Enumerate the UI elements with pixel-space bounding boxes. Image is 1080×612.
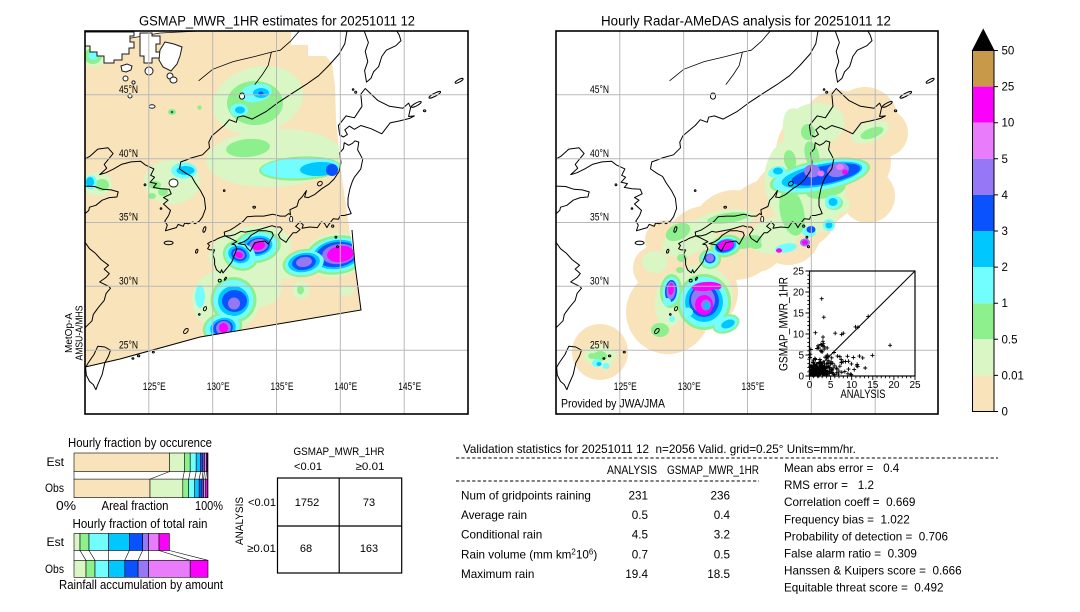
svg-text:0.5: 0.5: [1002, 334, 1018, 346]
svg-text:0%: 0%: [56, 498, 76, 513]
svg-text:Maximum rain: Maximum rain: [461, 568, 534, 581]
svg-text:GSMAP_MWR_1HR: GSMAP_MWR_1HR: [779, 277, 791, 371]
svg-text:145°E: 145°E: [398, 381, 421, 393]
svg-text:25°N: 25°N: [590, 339, 609, 351]
svg-text:Hourly fraction of total rain: Hourly fraction of total rain: [73, 516, 208, 531]
svg-text:35°N: 35°N: [119, 212, 138, 224]
svg-text:GSMAP_MWR_1HR estimates for 20: GSMAP_MWR_1HR estimates for 20251011 12: [139, 14, 415, 30]
svg-text:0: 0: [807, 380, 813, 391]
svg-text:Validation statistics for 2025: Validation statistics for 20251011 12 n=…: [463, 443, 856, 456]
svg-text:AMSU-A/MHS: AMSU-A/MHS: [75, 305, 86, 360]
svg-text:19.4: 19.4: [625, 568, 648, 581]
svg-text:0.5: 0.5: [632, 509, 649, 522]
svg-text:ANALYSIS: ANALYSIS: [607, 464, 657, 477]
svg-text:4: 4: [1002, 190, 1009, 202]
svg-text:≥0.01: ≥0.01: [247, 543, 276, 555]
svg-text:0: 0: [798, 372, 804, 383]
svg-text:0.5: 0.5: [714, 548, 731, 561]
svg-text:<0.01: <0.01: [294, 461, 322, 473]
svg-text:50: 50: [1002, 46, 1015, 58]
svg-text:163: 163: [360, 543, 378, 555]
svg-text:15: 15: [793, 309, 805, 320]
svg-text:68: 68: [300, 543, 312, 555]
svg-text:10: 10: [793, 330, 805, 341]
svg-text:Obs: Obs: [45, 481, 64, 495]
svg-text:1: 1: [1002, 298, 1008, 310]
svg-text:GSMAP_MWR_1HR: GSMAP_MWR_1HR: [667, 464, 759, 477]
svg-text:Rainfall accumulation by amoun: Rainfall accumulation by amount: [59, 577, 223, 592]
svg-text:Equitable threat score = 0.49: Equitable threat score = 0.492: [784, 582, 944, 595]
svg-text:18.5: 18.5: [707, 568, 730, 581]
svg-text:ANALYSIS: ANALYSIS: [234, 497, 246, 545]
svg-text:231: 231: [628, 490, 648, 503]
svg-text:5: 5: [798, 351, 804, 362]
svg-text:0.7: 0.7: [632, 548, 648, 561]
svg-text:45°N: 45°N: [590, 84, 609, 96]
svg-text:130°E: 130°E: [207, 381, 230, 393]
svg-text:Correlation coeff = 0.669: Correlation coeff = 0.669: [784, 496, 915, 509]
svg-text:ANALYSIS: ANALYSIS: [841, 389, 886, 401]
svg-text:Conditional rain: Conditional rain: [461, 529, 542, 542]
svg-text:4.5: 4.5: [632, 529, 649, 542]
svg-text:30°N: 30°N: [590, 276, 609, 288]
svg-text:Provided by JWA/JMA: Provided by JWA/JMA: [561, 397, 665, 411]
svg-text:Probability of detection = 0.: Probability of detection = 0.706: [784, 530, 948, 543]
svg-text:35°N: 35°N: [590, 212, 609, 224]
svg-text:RMS error = 1.2: RMS error = 1.2: [784, 479, 874, 492]
svg-text:Frequency bias = 1.022: Frequency bias = 1.022: [784, 513, 910, 526]
svg-text:3.2: 3.2: [714, 529, 730, 542]
svg-text:100%: 100%: [195, 498, 223, 513]
svg-text:0.01: 0.01: [1002, 370, 1024, 382]
svg-text:Est: Est: [47, 455, 65, 469]
svg-text:25: 25: [909, 380, 921, 391]
svg-text:135°E: 135°E: [742, 381, 765, 393]
svg-text:30°N: 30°N: [119, 276, 138, 288]
svg-text:10: 10: [1002, 118, 1015, 130]
svg-text:140°E: 140°E: [334, 381, 357, 393]
svg-text:15: 15: [867, 380, 879, 391]
svg-text:MetOp-A: MetOp-A: [64, 313, 75, 353]
svg-text:Rain volume (mm km2106): Rain volume (mm km2106): [461, 547, 597, 561]
svg-text:Mean abs error = 0.4: Mean abs error = 0.4: [784, 462, 900, 475]
svg-text:40°N: 40°N: [590, 148, 609, 160]
svg-text:Num of gridpoints raining: Num of gridpoints raining: [461, 490, 591, 503]
svg-text:<0.01: <0.01: [248, 497, 276, 509]
svg-text:130°E: 130°E: [678, 381, 701, 393]
svg-text:45°N: 45°N: [119, 84, 138, 96]
svg-text:GSMAP_MWR_1HR: GSMAP_MWR_1HR: [294, 446, 385, 458]
svg-text:2: 2: [1002, 262, 1008, 274]
svg-text:20: 20: [888, 380, 900, 391]
svg-text:25: 25: [793, 267, 805, 278]
svg-text:≥0.01: ≥0.01: [356, 461, 385, 473]
svg-text:125°E: 125°E: [614, 381, 637, 393]
svg-text:25: 25: [1002, 82, 1015, 94]
svg-text:0: 0: [1002, 407, 1008, 419]
svg-text:Hanssen & Kuipers score = 0.6: Hanssen & Kuipers score = 0.666: [784, 565, 962, 578]
svg-text:Hourly Radar-AMeDAS analysis f: Hourly Radar-AMeDAS analysis for 2025101…: [601, 14, 891, 30]
svg-text:25°N: 25°N: [119, 339, 138, 351]
svg-text:40°N: 40°N: [119, 148, 138, 160]
svg-text:Obs: Obs: [45, 562, 64, 576]
svg-text:Hourly fraction by occurence: Hourly fraction by occurence: [68, 435, 212, 450]
svg-text:20: 20: [793, 288, 805, 299]
svg-text:1752: 1752: [295, 497, 319, 509]
svg-text:5: 5: [828, 380, 834, 391]
svg-text:0.4: 0.4: [714, 509, 731, 522]
svg-text:3: 3: [1002, 226, 1008, 238]
svg-text:False alarm ratio = 0.309: False alarm ratio = 0.309: [784, 548, 917, 561]
svg-text:5: 5: [1002, 154, 1008, 166]
svg-text:10: 10: [846, 380, 858, 391]
svg-text:135°E: 135°E: [271, 381, 294, 393]
svg-text:73: 73: [363, 497, 375, 509]
svg-text:236: 236: [710, 490, 730, 503]
svg-text:Average rain: Average rain: [461, 509, 527, 522]
svg-text:Areal fraction: Areal fraction: [102, 498, 169, 513]
svg-text:Est: Est: [47, 535, 65, 549]
svg-text:125°E: 125°E: [143, 381, 166, 393]
